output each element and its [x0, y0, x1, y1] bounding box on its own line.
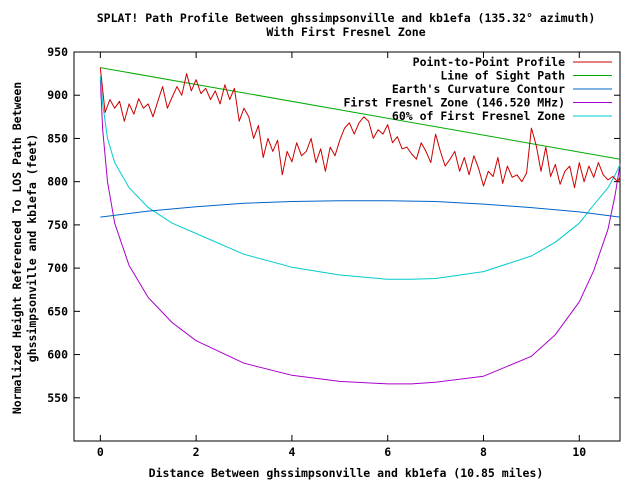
y-tick-label: 800 — [47, 175, 68, 189]
y-tick-label: 700 — [47, 261, 68, 275]
legend-label: 60% of First Fresnel Zone — [392, 109, 565, 123]
plot-area — [73, 51, 621, 442]
series-line-first-fresnel-zone-146-520-mhz — [99, 79, 621, 385]
y-tick-label: 850 — [47, 131, 68, 145]
y-axis-label-line2: ghssimpsonville and kb1efa (feet) — [25, 134, 39, 362]
chart-subtitle: With First Fresnel Zone — [266, 25, 425, 39]
x-tick-label: 0 — [97, 445, 104, 459]
legend-label: Point-to-Point Profile — [413, 55, 565, 69]
x-tick-label: 2 — [193, 445, 200, 459]
x-tick-label: 4 — [288, 445, 295, 459]
y-tick-label: 650 — [47, 304, 68, 318]
series-line-point-to-point-profile — [99, 67, 621, 189]
legend-label: First Fresnel Zone (146.520 MHz) — [343, 96, 565, 110]
y-tick-label: 600 — [47, 348, 68, 362]
y-axis-label-line1: Normalized Height Referenced To LOS Path… — [10, 82, 24, 414]
x-tick-label: 10 — [572, 445, 586, 459]
y-tick-label: 950 — [47, 45, 68, 59]
x-tick-label: 6 — [384, 445, 391, 459]
x-tick-label: 8 — [480, 445, 487, 459]
y-tick-label: 750 — [47, 218, 68, 232]
chart-title: SPLAT! Path Profile Between ghssimpsonvi… — [97, 11, 596, 25]
x-axis-label: Distance Between ghssimpsonville and kb1… — [149, 466, 544, 480]
series-line-line-of-sight-path — [100, 67, 621, 160]
axis-ticks: 550 600 650 700 750 800 850 900 950 0 2 4 6 8 10 — [47, 45, 620, 459]
series-line-60-of-first-fresnel-zone — [99, 76, 621, 280]
y-tick-label: 550 — [47, 391, 68, 405]
series-layer — [99, 67, 621, 385]
legend-label: Earth's Curvature Contour — [392, 82, 565, 96]
legend-label: Line of Sight Path — [440, 69, 565, 83]
y-tick-label: 900 — [47, 88, 68, 102]
series-line-earth-s-curvature-contour — [100, 200, 621, 218]
plot-border — [73, 51, 621, 442]
